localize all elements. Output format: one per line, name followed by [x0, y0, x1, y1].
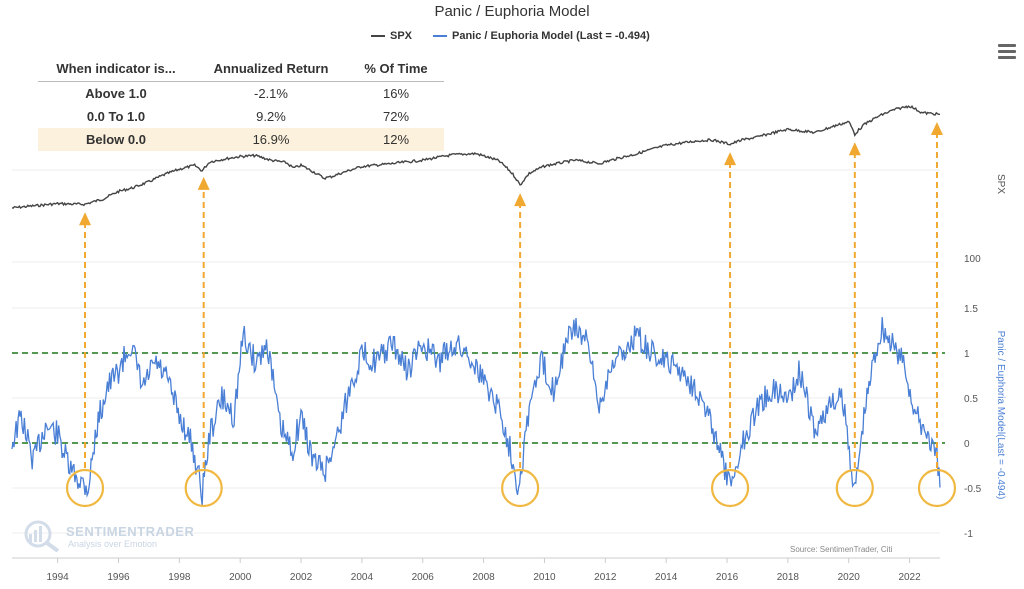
table-header: Annualized Return [194, 55, 348, 82]
x-tick-label: 1994 [47, 572, 70, 583]
x-tick-label: 2012 [594, 572, 617, 583]
source-note: Source: SentimenTrader, Citi [790, 545, 893, 554]
y-tick-label: 1 [964, 349, 970, 360]
hamburger-menu-icon[interactable] [998, 44, 1016, 62]
x-axis: 1994 1996 1998 2000 2002 2004 2006 2008 2010 2012… [12, 557, 940, 583]
table-cell-return: -2.1% [254, 86, 288, 101]
annotation-arrowhead [79, 212, 92, 226]
y-axis-model: 1.5 1 0.5 0 -0.5 -1 [964, 304, 982, 540]
table-cell-condition: 0.0 To 1.0 [86, 109, 146, 124]
x-tick-label: 2014 [655, 572, 678, 583]
sentimentrader-logo-icon [24, 520, 60, 552]
stats-table: When indicator is... Annualized Return %… [38, 55, 444, 151]
table-cell-return: 16.9% [194, 128, 348, 151]
x-tick-label: 1998 [168, 572, 191, 583]
annotation-circle [184, 468, 223, 508]
y-axis-spx: 100 [964, 254, 981, 265]
table-cell-time: 16% [382, 86, 410, 101]
y-tick-label: -1 [964, 529, 973, 540]
legend-label-spx: SPX [390, 30, 413, 42]
y-tick-label: -0.5 [964, 484, 982, 495]
table-row: Below 0.0 16.9% 12% [38, 128, 444, 151]
x-tick-label: 2020 [838, 572, 861, 583]
reference-lines [12, 352, 945, 444]
spx-axis-label: SPX [995, 174, 1006, 194]
y-tick-label: 100 [964, 254, 981, 265]
table-cell-condition: Above 1.0 [85, 86, 147, 101]
annotation-arrowhead [514, 193, 527, 207]
model-series-line [11, 317, 941, 506]
y-tick-label: 0 [964, 439, 970, 450]
table-header: % Of Time [348, 55, 444, 82]
table-row: 0.0 To 1.0 9.2% 72% [38, 105, 444, 128]
x-tick-label: 2022 [898, 572, 921, 583]
table-header-row: When indicator is... Annualized Return %… [38, 55, 444, 82]
watermark-tagline: Analysis over Emotion [68, 539, 158, 549]
spx-series-line [11, 104, 940, 209]
table-cell-condition: Below 0.0 [38, 128, 194, 151]
table-header: When indicator is... [38, 55, 194, 82]
watermark-name: SENTIMENTRADER [66, 524, 195, 539]
model-axis-label: Panic / Euphoria Model(Last = -0.494) [995, 331, 1006, 500]
annotation-circle [710, 468, 750, 508]
table-cell-return: 9.2% [256, 109, 286, 124]
gridlines [12, 169, 940, 534]
annotation-circle [917, 468, 957, 508]
annotation-arrowhead [724, 152, 737, 166]
table-row: Above 1.0 -2.1% 16% [38, 82, 444, 106]
annotation-arrowhead [848, 142, 861, 156]
annotation-arrowhead [930, 122, 943, 136]
x-tick-label: 2016 [716, 572, 739, 583]
x-tick-label: 2010 [533, 572, 556, 583]
annotations [65, 122, 957, 508]
x-tick-label: 2008 [472, 572, 495, 583]
y-tick-label: 0.5 [964, 394, 978, 405]
annotation-circle [835, 468, 874, 508]
y-tick-label: 1.5 [964, 304, 978, 315]
chart-title: Panic / Euphoria Model [434, 3, 590, 20]
table-cell-time: 72% [382, 109, 410, 124]
legend-item-model[interactable]: Panic / Euphoria Model (Last = -0.494) [433, 30, 650, 42]
x-tick-label: 2002 [290, 572, 313, 583]
annotation-arrowhead [197, 176, 210, 190]
annotation-circle [65, 468, 105, 508]
legend-label-model: Panic / Euphoria Model (Last = -0.494) [452, 30, 650, 42]
legend-item-spx[interactable]: SPX [371, 30, 412, 42]
x-tick-label: 2004 [351, 572, 374, 583]
x-tick-label: 1996 [107, 572, 130, 583]
x-tick-label: 2006 [412, 572, 435, 583]
x-tick-label: 2000 [229, 572, 252, 583]
x-tick-label: 2018 [777, 572, 800, 583]
table-cell-time: 12% [348, 128, 444, 151]
annotation-circle [501, 468, 540, 508]
